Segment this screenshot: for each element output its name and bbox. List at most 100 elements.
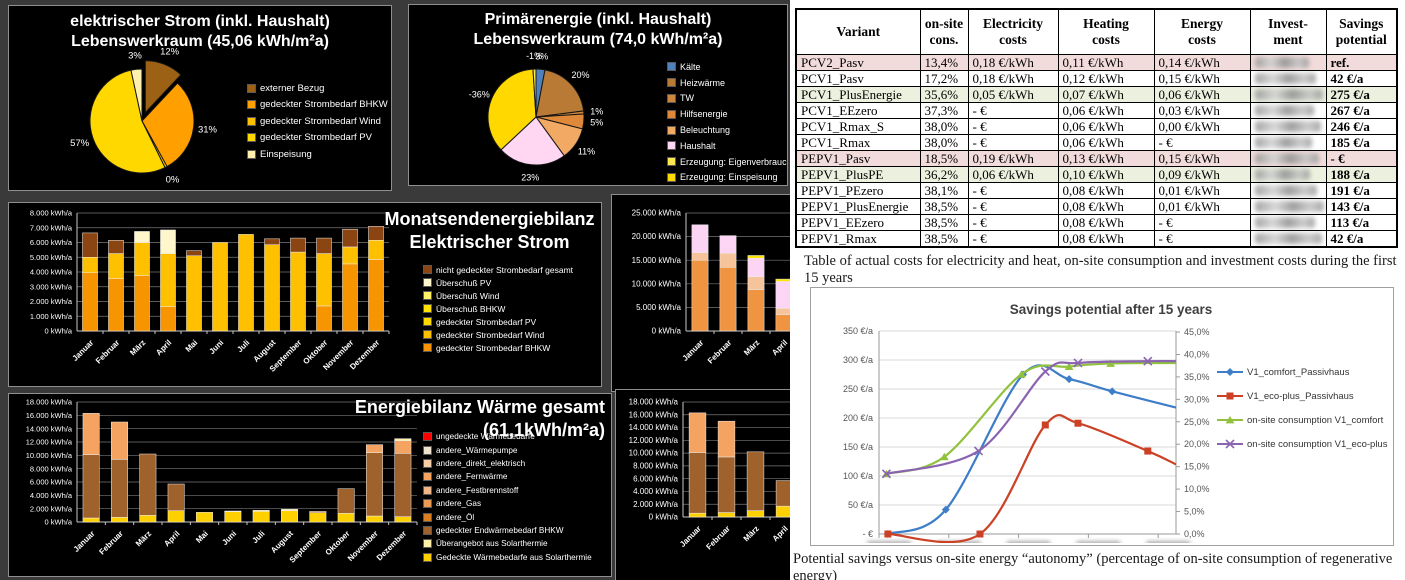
legend-swatch xyxy=(667,141,676,151)
redacted-value xyxy=(1254,153,1319,164)
legend-item: andere_Festbrennstoff xyxy=(423,484,592,497)
svg-text:100 €/a: 100 €/a xyxy=(843,471,873,481)
legend-swatch xyxy=(423,343,432,352)
svg-text:10.000 kWh/a: 10.000 kWh/a xyxy=(26,451,73,460)
svg-text:-36%: -36% xyxy=(469,90,490,100)
svg-text:4.000 kWh/a: 4.000 kWh/a xyxy=(30,491,73,500)
energy-dashboard-panel: 12% 31% 0% 57% 3% elektrischer Strom (inkl. … xyxy=(0,0,791,580)
investment-cell-redacted xyxy=(1249,166,1327,183)
legend-label: ungedeckte Wärmebedarfe xyxy=(436,432,535,442)
legend-swatch xyxy=(423,445,432,455)
svg-text:Mai: Mai xyxy=(194,529,210,545)
cons-cell: 13,4% xyxy=(919,54,969,71)
svg-text:Juli: Juli xyxy=(235,338,251,354)
heat-cell: 0,06 €/kWh xyxy=(1057,118,1155,135)
heat-cell: 0,13 €/kWh xyxy=(1057,150,1155,167)
table-row: PEPV1_Rmax 38,5% - €0,08 €/kWh - €42 €/a xyxy=(795,230,1398,248)
elec-cell: - € xyxy=(967,214,1059,231)
legend-swatch xyxy=(667,157,676,167)
col-heating-costs: Heating costs xyxy=(1057,8,1155,55)
legend-swatch xyxy=(423,317,432,326)
legend-item: andere_direkt_elektrisch xyxy=(423,457,592,470)
svg-text:0 kWh/a: 0 kWh/a xyxy=(649,513,679,522)
svg-text:April: April xyxy=(162,529,181,548)
svg-text:6.000 kWh/a: 6.000 kWh/a xyxy=(30,478,73,487)
cons-cell: 35,6% xyxy=(919,86,969,103)
svg-text:50 €/a: 50 €/a xyxy=(848,500,873,510)
redacted-value xyxy=(1254,217,1315,228)
legend-label: on-site consumption V1_comfort xyxy=(1247,414,1384,426)
svg-text:Januar: Januar xyxy=(70,338,95,363)
svg-text:6.000 kWh/a: 6.000 kWh/a xyxy=(633,474,678,483)
svg-text:Mai: Mai xyxy=(184,338,200,354)
svg-text:18.000 kWh/a: 18.000 kWh/a xyxy=(26,398,73,407)
table-row: PCV2_Pasv 13,4% 0,18 €/kWh 0,11 €/kWh 0,14 €… xyxy=(795,54,1398,71)
savings-cell: 113 €/a xyxy=(1325,214,1398,231)
monthly-electricity-legend: nicht gedeckter Strombedarf gesamt Übersc… xyxy=(423,263,573,354)
svg-text:6.000 kWh/a: 6.000 kWh/a xyxy=(30,238,73,247)
svg-text:5,0%: 5,0% xyxy=(1184,507,1205,517)
svg-text:1%: 1% xyxy=(590,106,603,116)
variant-cell: PEPV1_Pasv xyxy=(795,150,921,167)
legend-swatch xyxy=(247,149,256,159)
legend-swatch xyxy=(423,485,432,495)
heat-balance-legend: ungedeckte Wärmebedarfe andere_Wärmepumpe… xyxy=(423,430,592,564)
cons-cell: 38,5% xyxy=(919,230,969,248)
cons-cell: 38,5% xyxy=(919,214,969,231)
svg-text:16.000 kWh/a: 16.000 kWh/a xyxy=(26,411,73,420)
annual-electricity-partial-chart: 0 kWh/a 5.000 kWh/a 10.000 kWh/a 15.000 kWh… xyxy=(632,209,791,365)
svg-text:23%: 23% xyxy=(521,173,539,183)
savings-cell: 42 €/a xyxy=(1325,230,1398,248)
savings-line-legend: V1_comfort_Passivhaus V1_eco-plus_Passivh… xyxy=(1217,360,1387,456)
primary-energy-pie-panel: 3% 20% 1% 5% 11% 23% -36% -1% Primärenergie (in… xyxy=(408,4,788,186)
legend-label: gedeckter Strombedarf PV xyxy=(436,316,537,327)
cost-table: Variant on-site cons. Electricity costs … xyxy=(795,8,1398,248)
svg-text:350 €/a: 350 €/a xyxy=(843,326,873,336)
legend-swatch xyxy=(667,172,676,182)
legend-item: Beleuchtung xyxy=(667,122,787,138)
svg-text:Dezember: Dezember xyxy=(375,529,408,562)
legend-item: ungedeckte Wärmebedarfe xyxy=(423,430,592,443)
legend-swatch xyxy=(667,93,676,103)
svg-text:200 €/a: 200 €/a xyxy=(843,413,873,423)
svg-text:März: März xyxy=(742,524,761,543)
heat-cell: 0,12 €/kWh xyxy=(1057,70,1155,87)
svg-text:Januar: Januar xyxy=(678,524,703,549)
heat-balance-bar-panel: 0 kWh/a 2.000 kWh/a 4.000 kWh/a 6.000 kWh/a… xyxy=(8,393,612,577)
variant-cell: PCV2_Pasv xyxy=(795,54,921,71)
legend-swatch xyxy=(423,512,432,522)
monthly-electricity-bar-panel: 0 kWh/a 1.000 kWh/a 2.000 kWh/a 3.000 kWh/a… xyxy=(8,202,602,387)
legend-label: gedeckter Strombedarf Wind xyxy=(260,115,381,127)
redacted-value xyxy=(1254,233,1322,244)
elec-cell: - € xyxy=(967,230,1059,248)
energy-cell: - € xyxy=(1153,214,1251,231)
svg-text:40,0%: 40,0% xyxy=(1184,349,1210,359)
legend-label: Erzeugung: Einspeisung xyxy=(680,172,778,183)
savings-cell: 246 €/a xyxy=(1325,118,1398,135)
legend-label: andere_Festbrennstoff xyxy=(436,485,519,495)
savings-cell: - € xyxy=(1325,150,1398,167)
legend-swatch xyxy=(423,525,432,535)
electric-pie-chart: 12% 31% 0% 57% 3% xyxy=(70,46,217,185)
elec-cell: - € xyxy=(967,134,1059,151)
redacted-value xyxy=(1254,121,1321,132)
investment-cell-redacted xyxy=(1249,230,1327,248)
savings-cell: 185 €/a xyxy=(1325,134,1398,151)
savings-cell: 42 €/a xyxy=(1325,70,1398,87)
col-electricity-costs: Electricity costs xyxy=(967,8,1059,55)
elec-cell: - € xyxy=(967,182,1059,199)
svg-text:Oktober: Oktober xyxy=(324,529,352,557)
legend-swatch xyxy=(667,78,676,88)
svg-text:Februar: Februar xyxy=(706,338,733,365)
legend-item: Überschuß PV xyxy=(423,276,573,289)
legend-swatch xyxy=(423,291,432,300)
svg-text:25,0%: 25,0% xyxy=(1184,417,1210,427)
legend-item: Heizwärme xyxy=(667,75,787,91)
legend-swatch xyxy=(423,330,432,339)
col-investment: Invest- ment xyxy=(1249,8,1327,55)
elec-cell: - € xyxy=(967,102,1059,119)
legend-label: TW xyxy=(680,93,694,104)
col-savings-potential: Savings potential xyxy=(1325,8,1398,55)
investment-cell-redacted xyxy=(1249,214,1327,231)
primary-energy-pie-legend: Kälte Heizwärme TW Hilfsenergie Beleuchtung H… xyxy=(667,59,787,185)
